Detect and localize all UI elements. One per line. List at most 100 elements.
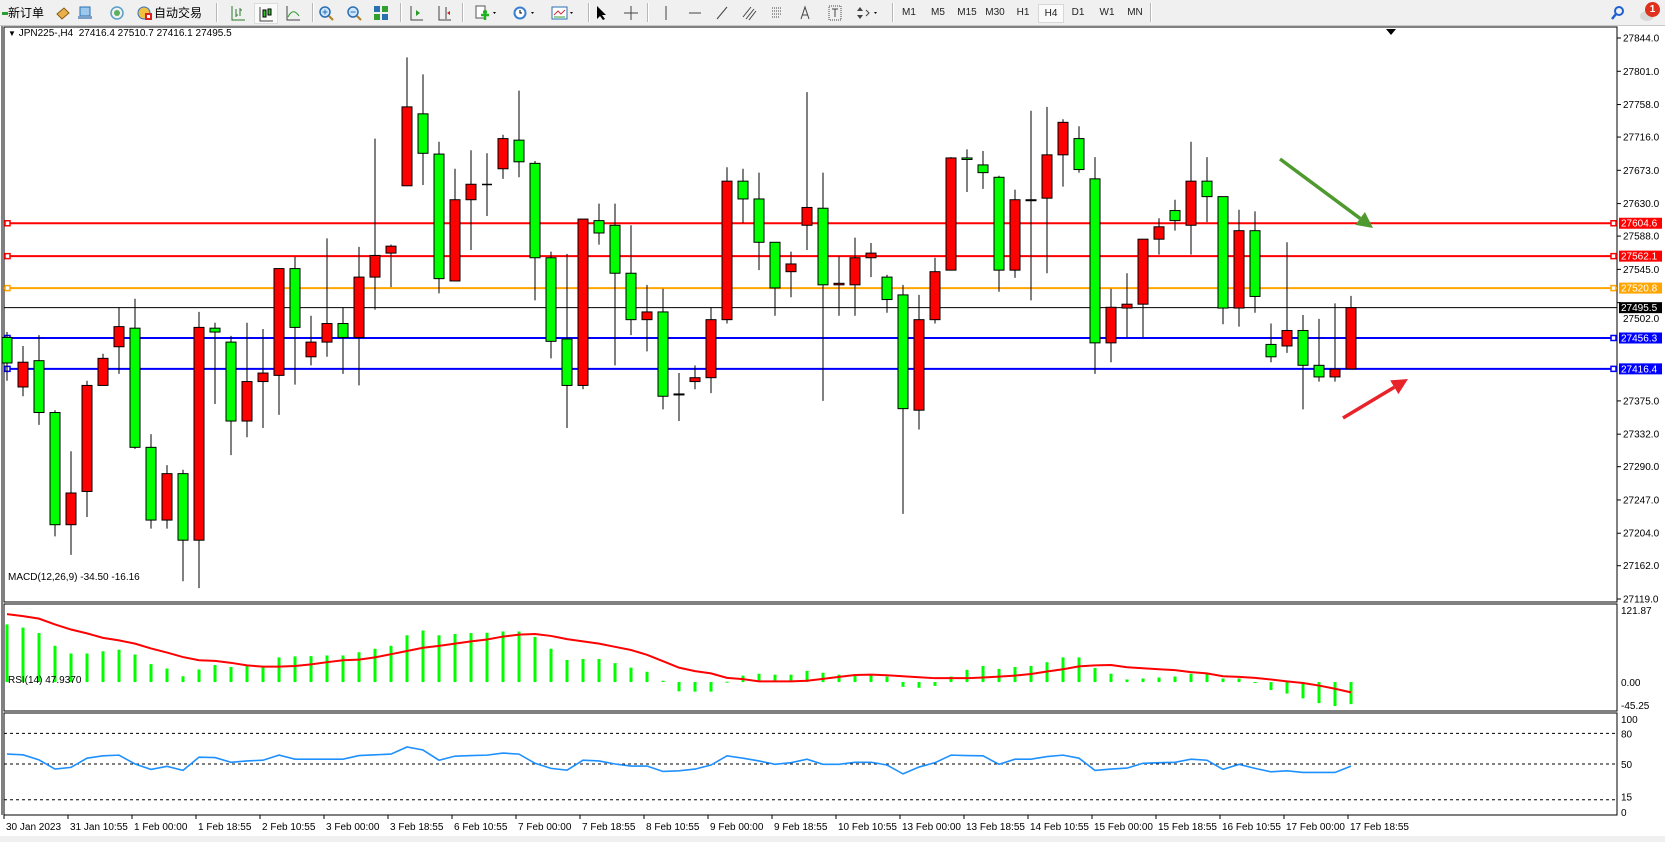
level-line-handle-right[interactable] <box>1610 334 1617 342</box>
macd-histogram-bar <box>581 658 585 683</box>
navigator-icon <box>110 5 124 20</box>
auto-scroll-button[interactable] <box>406 3 426 22</box>
equidistant-channel-button[interactable] <box>741 3 759 22</box>
red-arrow-icon[interactable] <box>1390 379 1408 395</box>
macd-histogram-bar <box>85 653 89 683</box>
candle-body <box>321 323 333 343</box>
candle <box>1297 315 1309 410</box>
timeframe-mn[interactable]: MN <box>1127 7 1143 18</box>
market-watch-icon <box>56 6 70 20</box>
toolbar-separator <box>400 3 402 22</box>
zoom-out-icon <box>347 5 362 21</box>
zoom-out-button[interactable] <box>344 3 364 22</box>
candle-body <box>1217 196 1229 309</box>
templates-button[interactable] <box>546 3 582 22</box>
tile-windows-button[interactable] <box>371 3 391 22</box>
candle <box>1105 288 1117 363</box>
candle <box>1073 126 1085 173</box>
price-axis-label: 27502.0 <box>1623 314 1660 325</box>
macd-histogram-bar <box>1285 682 1289 694</box>
chart-shift-button[interactable] <box>434 3 454 22</box>
text-button[interactable] <box>796 3 814 22</box>
zoom-in-button[interactable] <box>316 3 336 22</box>
candle-body <box>1249 230 1261 297</box>
chart-canvas[interactable]: 27844.0 27801.0 27758.0 27716.0 27673.0 27630… <box>0 26 1665 842</box>
notification-badge: 1 <box>1645 2 1660 17</box>
timeframe-m5[interactable]: M5 <box>931 7 945 18</box>
candle <box>257 328 269 428</box>
chart-menu-triangle-icon[interactable]: ▼ <box>8 29 16 38</box>
indicators-button[interactable] <box>469 3 505 22</box>
timeframe-m1[interactable]: M1 <box>902 7 916 18</box>
timeframe-m15[interactable]: M15 <box>957 7 977 18</box>
candle-body <box>1 336 13 364</box>
level-line-handle-left[interactable] <box>4 284 11 292</box>
red-arrow-shaft[interactable] <box>1342 385 1396 420</box>
candlestick-button[interactable] <box>254 3 278 24</box>
data-window-button[interactable] <box>75 3 95 22</box>
text-label-icon <box>828 5 842 20</box>
candle-body <box>1345 307 1357 370</box>
vertical-line-button[interactable] <box>658 3 674 22</box>
timeframe-h4[interactable]: H4 <box>1038 4 1064 23</box>
macd-histogram-bar <box>405 635 409 683</box>
level-line-handle-right[interactable] <box>1610 284 1617 292</box>
trendline-button[interactable] <box>713 3 731 22</box>
candle <box>1313 318 1325 382</box>
level-line-handle-right[interactable] <box>1610 219 1617 227</box>
periods-button[interactable] <box>507 3 543 22</box>
rsi-line <box>6 746 1352 775</box>
level-line-handle-right[interactable] <box>1610 365 1617 373</box>
search-button[interactable] <box>1609 3 1627 22</box>
macd-histogram-bar <box>213 665 217 683</box>
candle-body <box>482 183 492 186</box>
timeframe-w1[interactable]: W1 <box>1099 7 1115 18</box>
candle <box>225 335 237 456</box>
timeframe-m30[interactable]: M30 <box>985 7 1005 18</box>
navigator-button[interactable] <box>107 3 127 22</box>
candle-body <box>705 319 717 379</box>
green-arrow-icon[interactable] <box>1355 212 1373 228</box>
auto-trading-button[interactable]: 自动交易 <box>128 3 210 22</box>
line-chart-button[interactable] <box>283 3 303 22</box>
price-level-value: 27520.8 <box>1621 284 1658 295</box>
candle <box>689 365 701 390</box>
fibonacci-button[interactable] <box>769 3 787 22</box>
candle-body <box>529 162 541 259</box>
candle <box>977 150 989 189</box>
chart-window[interactable]: 27844.0 27801.0 27758.0 27716.0 27673.0 27630… <box>0 26 1665 842</box>
new-order-button[interactable]: 新订单 <box>0 3 46 22</box>
level-line-handle-left[interactable] <box>4 252 11 260</box>
candle <box>465 150 477 251</box>
candle-body <box>193 326 205 541</box>
macd-histogram-bar <box>341 655 345 683</box>
candle <box>513 90 525 178</box>
market-watch-button[interactable] <box>53 3 73 22</box>
timeframe-h1[interactable]: H1 <box>1016 7 1030 18</box>
candle <box>833 256 845 316</box>
level-line-handle-left[interactable] <box>4 219 11 227</box>
candle <box>1169 199 1181 231</box>
crosshair-button[interactable] <box>622 3 640 22</box>
bar-chart-button[interactable] <box>228 3 248 22</box>
candle-body <box>337 323 349 338</box>
text-label-button[interactable] <box>826 3 844 22</box>
horizontal-line-button[interactable] <box>686 3 704 22</box>
level-line-handle-right[interactable] <box>1610 252 1617 260</box>
macd-histogram-bar <box>805 670 809 683</box>
price-level-value: 27604.6 <box>1621 219 1658 230</box>
green-arrow-shaft[interactable] <box>1278 157 1362 220</box>
candle <box>241 322 253 438</box>
candle <box>1041 106 1053 274</box>
macd-histogram-bar <box>517 631 521 683</box>
auto-scroll-icon <box>410 5 423 20</box>
candle-body <box>433 153 445 280</box>
chart-shift-marker-icon[interactable] <box>1386 29 1396 35</box>
macd-histogram-bar <box>501 631 505 683</box>
cursor-button[interactable] <box>592 3 610 22</box>
timeframe-d1[interactable]: D1 <box>1071 7 1085 18</box>
macd-histogram-bar <box>661 680 665 683</box>
price-axis-label: 27162.0 <box>1623 561 1660 572</box>
arrows-button[interactable] <box>854 3 884 22</box>
templates-icon <box>551 6 573 19</box>
